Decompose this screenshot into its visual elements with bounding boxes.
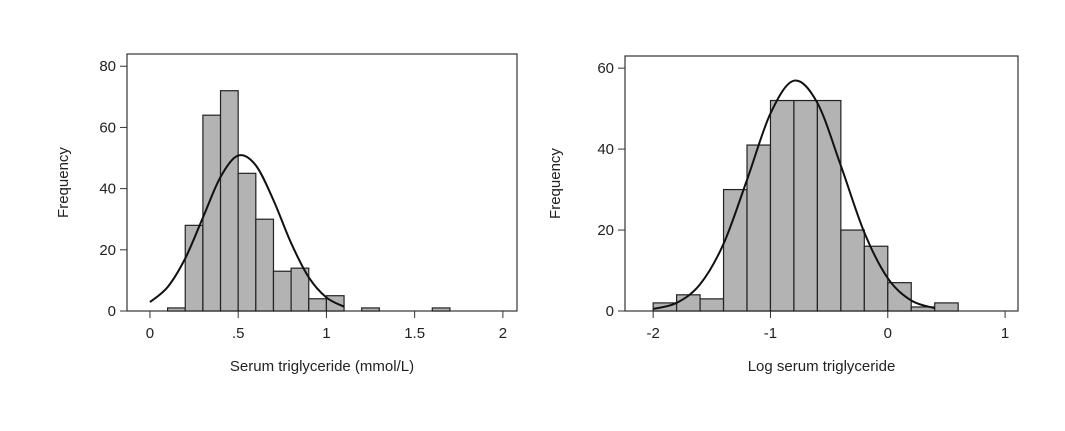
y-tick-label: 80 xyxy=(99,58,116,75)
bar xyxy=(676,294,701,312)
bar xyxy=(793,99,818,312)
x-tick-label: 1.5 xyxy=(404,325,425,342)
bar xyxy=(290,267,310,312)
y-tick-label: 0 xyxy=(108,303,116,320)
bar xyxy=(219,90,239,312)
bar xyxy=(934,302,959,312)
bar xyxy=(237,172,257,312)
bar xyxy=(308,298,328,312)
bar xyxy=(272,270,292,312)
y-tick-label: 40 xyxy=(597,141,614,158)
x-tick-label: 1 xyxy=(322,325,330,342)
y-tick-label: 0 xyxy=(606,303,614,320)
bar xyxy=(887,282,912,312)
y-tick-label: 60 xyxy=(597,60,614,77)
bar xyxy=(431,307,451,312)
y-tick-label: 60 xyxy=(99,119,116,136)
x-tick-label: -1 xyxy=(764,325,777,342)
bar xyxy=(816,99,842,312)
bar xyxy=(722,188,748,312)
y-axis-label: Frequency xyxy=(547,148,564,219)
bar xyxy=(361,307,380,312)
x-tick-label: 1 xyxy=(1001,325,1009,342)
bar xyxy=(255,218,275,312)
x-tick-label: 0 xyxy=(146,325,154,342)
y-tick-label: 20 xyxy=(597,222,614,239)
density-curve xyxy=(652,79,936,310)
y-tick-label: 40 xyxy=(99,181,116,198)
density-curve xyxy=(149,154,345,308)
x-axis-label: Log serum triglyceride xyxy=(748,358,896,375)
y-axis-label: Frequency xyxy=(55,147,72,218)
x-tick-label: .5 xyxy=(232,325,245,342)
y-tick-label: 20 xyxy=(99,242,116,259)
x-tick-label: 0 xyxy=(884,325,892,342)
bar xyxy=(769,99,795,312)
x-axis-label: Serum triglyceride (mmol/L) xyxy=(230,358,414,375)
bar xyxy=(166,307,186,312)
bar xyxy=(699,298,725,312)
x-tick-label: 2 xyxy=(499,325,507,342)
bar xyxy=(840,229,865,312)
x-tick-label: -2 xyxy=(646,325,659,342)
